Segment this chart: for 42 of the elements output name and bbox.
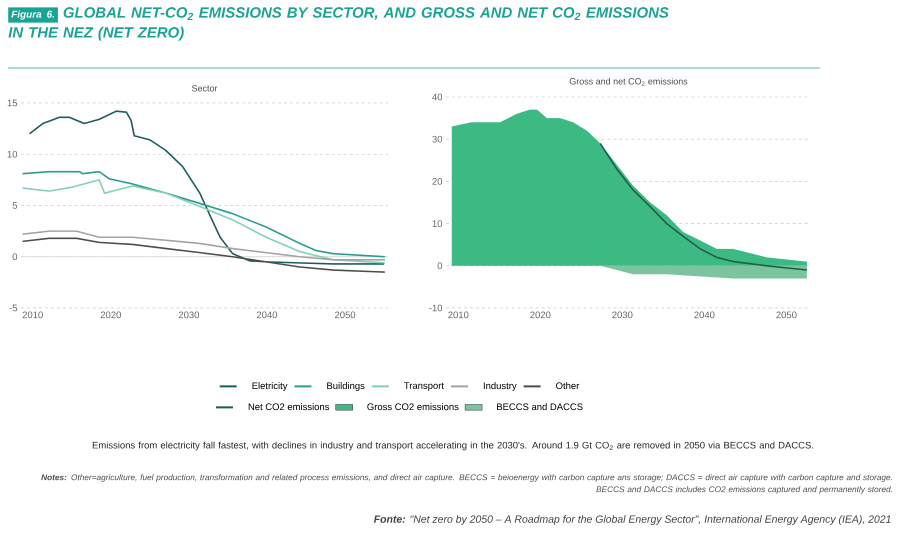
line-series [22, 230, 386, 261]
x-tick-label: 2030 [612, 312, 633, 318]
y-tick-label: 0 [12, 253, 18, 260]
text: Emissions from electricity fall fastest, with declines in industry and transport accelerating in the 2030's. Around 1.9 Gt CO$_{2}$ are removed in 2050 via BECCS and DACCS. [92, 442, 814, 450]
legend-label: Buildings [327, 382, 365, 391]
x-tick-label: 2040 [256, 312, 278, 318]
text: Fonte: "Net zero by 2050 – A Roadmap for the Global Energy Sector", International Energy Agency (IEA), 2021 [374, 515, 891, 525]
x-tick-label: 2020 [100, 312, 121, 318]
legend-label: Industry [484, 382, 517, 391]
y-tick-label: 0 [438, 262, 442, 270]
text: GLOBAL NET-CO$_{2}$ EMISSIONS BY SECTOR, AND GROSS AND NET CO$_{2}$ EMISSIONS [64, 7, 669, 20]
x-tick-label: 2010 [448, 312, 468, 318]
y-tick-label: 10 [432, 220, 442, 227]
y-tick-label: -10 [429, 304, 442, 312]
y-tick-label: 20 [432, 178, 442, 185]
x-tick-label: 2050 [335, 312, 356, 318]
chart-title: Sector [192, 85, 218, 92]
text: Notes: Other=agriculture, fuel production, transformation and related process emissions, and direct air capture. BECCS = beioenergy with carbon capture ans storage; DACCS = direct air capture with carbon capture and storage. BECCS and DACCS includes CO2 emissions captured and permanently stored. [41, 474, 892, 494]
line-series [22, 170, 386, 258]
y-tick-label: -5 [9, 304, 18, 312]
legend-label: Eletricity [252, 382, 288, 391]
text: Figura 6. [11, 10, 54, 20]
x-tick-label: 2020 [530, 312, 550, 318]
y-tick-label: 15 [8, 100, 18, 106]
x-tick-label: 2050 [776, 312, 797, 318]
legend-label: BECCS and DACCS [497, 403, 583, 410]
y-tick-label: 5 [12, 202, 18, 209]
y-tick-label: 40 [432, 94, 442, 100]
x-tick-label: 2040 [694, 312, 715, 318]
y-tick-label: 10 [8, 150, 18, 158]
y-tick-label: 30 [432, 136, 442, 143]
text: IN THE NEZ (NET ZERO) [8, 26, 184, 41]
x-tick-label: 2030 [178, 312, 200, 318]
legend-label: Net CO2 emissions [248, 403, 330, 410]
x-tick-label: 2010 [22, 312, 43, 318]
line-series [28, 110, 385, 265]
legend-label: Transport [404, 382, 444, 391]
legend-label: Other [556, 382, 580, 390]
line-series [22, 179, 386, 264]
line-series [599, 142, 808, 271]
chart-title: Gross and net CO$_{2}$ emissions [570, 78, 688, 86]
legend-label: Gross CO2 emissions [367, 403, 459, 410]
